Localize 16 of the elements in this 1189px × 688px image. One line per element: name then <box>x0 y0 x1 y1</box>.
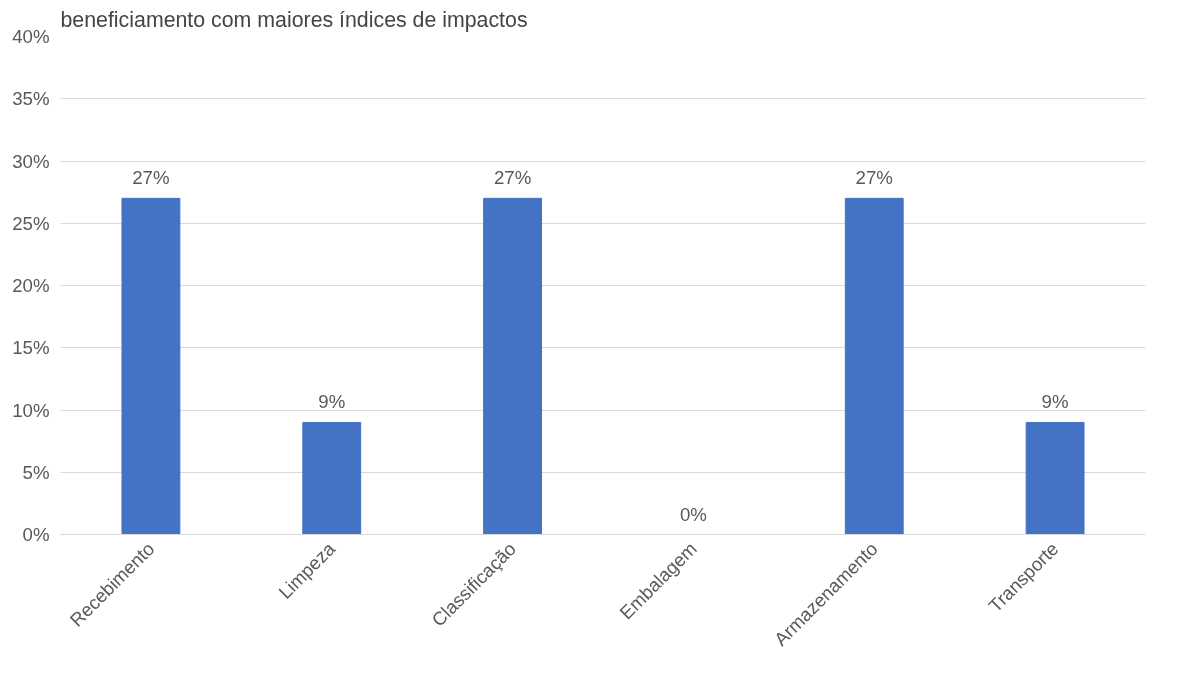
y-tick-label: 30% <box>12 150 50 172</box>
y-tick-label: 25% <box>12 212 50 234</box>
y-tick-label: 40% <box>12 26 50 47</box>
data-label: 9% <box>1041 391 1069 413</box>
data-label: 27% <box>855 167 893 189</box>
data-label: 0% <box>679 503 707 525</box>
data-label: 9% <box>318 391 346 413</box>
y-tick-label: 15% <box>12 337 50 359</box>
data-label: 27% <box>493 167 532 189</box>
y-tick-label: 35% <box>12 88 50 110</box>
chart-title: beneficiamento com maiores índices de impactos <box>60 7 528 32</box>
y-tick-label: 5% <box>22 461 50 483</box>
y-tick-label: 20% <box>12 275 50 296</box>
data-label: 27% <box>132 167 170 189</box>
y-tick-label: 0% <box>22 524 50 545</box>
y-tick-label: 10% <box>12 399 50 421</box>
